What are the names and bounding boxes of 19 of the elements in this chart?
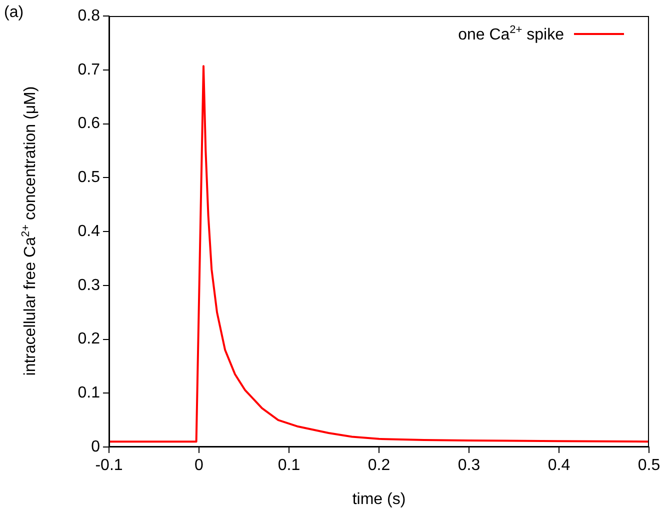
x-tick-label: 0.5 bbox=[638, 457, 660, 474]
y-tick-label: 0.4 bbox=[78, 222, 100, 240]
x-tick-label: 0.2 bbox=[368, 457, 390, 474]
y-tick-label: 0.2 bbox=[78, 330, 100, 348]
y-tick-label: 0.3 bbox=[78, 276, 100, 294]
y-tick-label: 0.8 bbox=[78, 7, 100, 24]
y-tick-label: 0 bbox=[91, 438, 100, 456]
x-tick-label: -0.1 bbox=[95, 457, 123, 474]
x-tick-label: 0.3 bbox=[458, 457, 480, 474]
x-axis-title: time (s) bbox=[352, 490, 406, 508]
y-tick-label: 0.1 bbox=[78, 384, 100, 402]
x-tick-label: 0.1 bbox=[278, 457, 300, 474]
y-tick-label: 0.5 bbox=[78, 169, 100, 186]
y-tick-label: 0.7 bbox=[78, 61, 100, 78]
legend-label: one Ca$^{2+}$ spike bbox=[458, 24, 564, 44]
x-tick-label: 0.4 bbox=[548, 457, 570, 474]
x-tick-label: 0 bbox=[194, 457, 204, 474]
text: (a) bbox=[4, 4, 24, 22]
y-tick-label: 0.6 bbox=[78, 115, 100, 132]
